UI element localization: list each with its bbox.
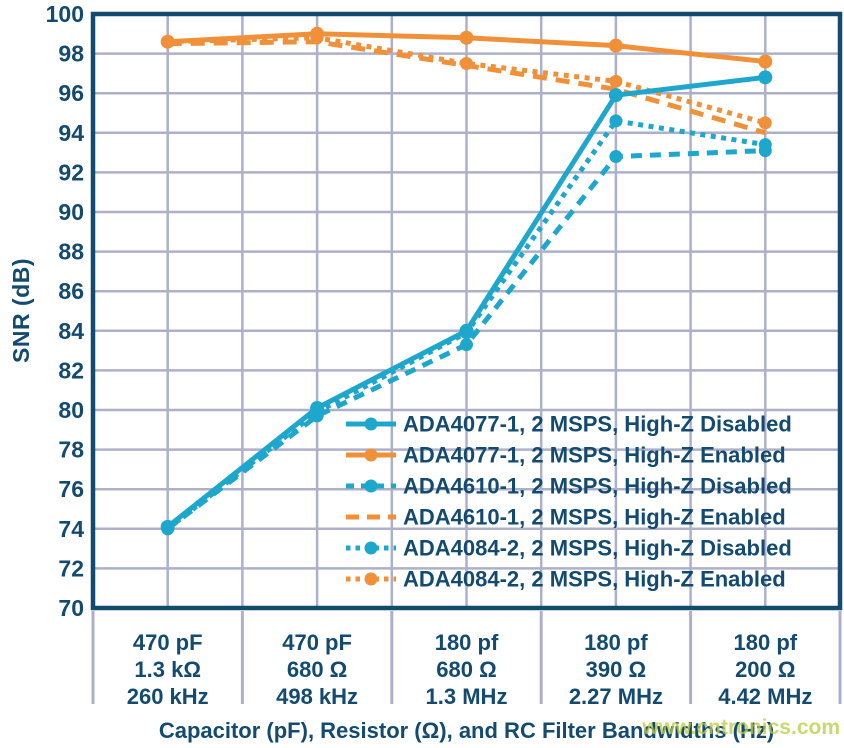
x-category-label: 180 pf 200 Ω 4.42 MHz xyxy=(718,630,812,709)
data-point-marker xyxy=(608,38,623,53)
legend-marker-sample xyxy=(364,541,378,555)
data-point-marker xyxy=(459,323,474,338)
y-tick-label: 92 xyxy=(58,159,84,185)
data-point-marker xyxy=(459,30,474,45)
y-tick-label: 94 xyxy=(58,120,84,146)
y-tick-label: 96 xyxy=(58,80,84,106)
legend-label: ADA4610-1, 2 MSPS, High-Z Enabled xyxy=(403,505,786,530)
y-tick-label: 80 xyxy=(58,397,84,423)
data-point-marker xyxy=(160,519,175,534)
legend-label: ADA4077-1, 2 MSPS, High-Z Disabled xyxy=(403,412,792,437)
data-point-marker xyxy=(310,401,325,416)
legend-label: ADA4084-2, 2 MSPS, High-Z Enabled xyxy=(403,567,786,592)
legend-label: ADA4077-1, 2 MSPS, High-Z Enabled xyxy=(403,443,786,468)
x-axis-title: Capacitor (pF), Resistor (Ω), and RC Fil… xyxy=(158,718,775,743)
data-point-marker xyxy=(758,54,773,69)
data-point-marker xyxy=(608,88,623,103)
y-tick-label: 70 xyxy=(58,595,84,621)
legend-marker-sample xyxy=(364,572,378,586)
data-point-marker xyxy=(609,150,623,164)
y-tick-label: 98 xyxy=(58,41,84,67)
y-axis-title: SNR (dB) xyxy=(8,258,34,363)
y-tick-label: 90 xyxy=(58,199,84,225)
data-point-marker xyxy=(609,74,623,88)
x-category-label: 470 pF 680 Ω 498 kHz xyxy=(276,630,358,709)
legend-marker-sample xyxy=(364,479,378,493)
data-point-marker xyxy=(310,26,325,41)
y-tick-label: 88 xyxy=(58,239,84,265)
y-tick-label: 82 xyxy=(58,357,84,383)
legend-label: ADA4084-2, 2 MSPS, High-Z Disabled xyxy=(403,536,792,561)
legend-marker-sample xyxy=(364,417,378,431)
y-tick-label: 84 xyxy=(58,318,84,344)
y-tick-label: 74 xyxy=(58,516,84,542)
legend-marker-sample xyxy=(364,448,378,462)
plot-border xyxy=(90,11,843,611)
data-point-marker xyxy=(758,144,772,158)
x-category-label: 470 pF 1.3 kΩ 260 kHz xyxy=(127,630,209,709)
data-point-marker xyxy=(160,34,175,49)
y-tick-label: 86 xyxy=(58,278,84,304)
x-category-label: 180 pf 680 Ω 1.3 MHz xyxy=(426,630,508,709)
data-point-marker xyxy=(758,116,772,130)
watermark: www.cntronics.com xyxy=(642,716,840,739)
data-point-marker xyxy=(609,114,623,128)
data-point-marker xyxy=(758,70,773,85)
series-line xyxy=(167,39,766,136)
y-tick-label: 72 xyxy=(58,555,84,581)
legend-label: ADA4610-1, 2 MSPS, High-Z Disabled xyxy=(403,474,792,499)
data-point-marker xyxy=(460,338,473,352)
y-tick-label: 78 xyxy=(58,437,84,463)
y-tick-label: 76 xyxy=(58,476,84,502)
y-tick-label: 100 xyxy=(46,1,84,27)
x-category-label: 180 pf 390 Ω 2.27 MHz xyxy=(569,630,663,709)
